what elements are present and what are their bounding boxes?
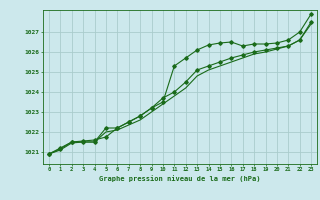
- X-axis label: Graphe pression niveau de la mer (hPa): Graphe pression niveau de la mer (hPa): [99, 175, 261, 182]
